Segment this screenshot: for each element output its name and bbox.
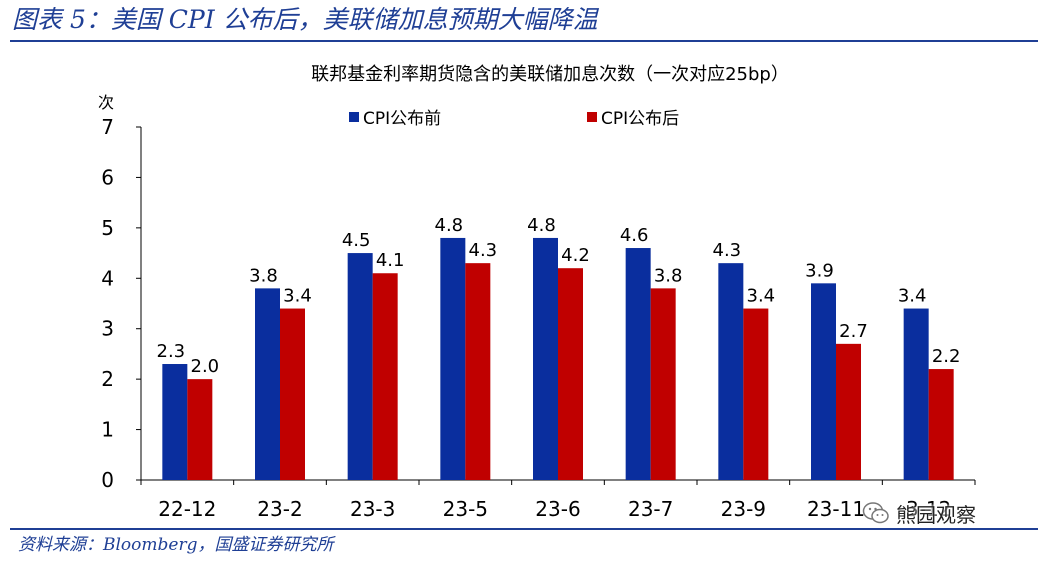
bar-after-cpi: [372, 273, 398, 480]
y-axis-unit: 次: [98, 93, 114, 112]
data-label: 3.4: [283, 286, 312, 307]
data-label: 3.4: [898, 286, 927, 307]
bar-before-cpi: [347, 253, 373, 480]
data-label: 4.8: [527, 215, 556, 236]
data-label: 2.2: [932, 346, 961, 367]
x-tick-label: 23-3: [350, 497, 395, 521]
bar-after-cpi: [187, 379, 213, 480]
data-label: 4.3: [713, 240, 742, 261]
x-tick-label: 23-6: [535, 497, 580, 521]
data-label: 3.4: [747, 286, 776, 307]
y-tick-label: 6: [101, 165, 114, 189]
x-tick-label: 22-12: [158, 497, 216, 521]
chart-title: 联邦基金利率期货隐含的美联储加息次数（一次对应25bp）: [311, 64, 789, 85]
x-tick-label: 23-2: [257, 497, 302, 521]
watermark-text: 熊园观察: [896, 502, 976, 527]
data-label: 3.8: [654, 265, 683, 286]
bar-before-cpi: [625, 248, 651, 480]
data-label: 4.8: [435, 215, 464, 236]
bar-before-cpi: [440, 237, 466, 480]
bar-before-cpi: [903, 308, 929, 480]
legend-swatch-before: [349, 112, 359, 122]
bar-before-cpi: [162, 364, 188, 480]
data-label: 4.6: [620, 225, 649, 246]
bar-before-cpi: [533, 237, 558, 480]
legend-label: CPI公布前: [363, 109, 441, 129]
data-label: 3.9: [805, 260, 834, 281]
y-tick-label: 1: [101, 418, 114, 442]
bar-after-cpi: [650, 288, 676, 480]
bar-before-cpi: [255, 288, 280, 480]
x-tick-label: 23-9: [721, 497, 766, 521]
data-label: 2.0: [191, 356, 220, 377]
y-tick-label: 3: [101, 317, 114, 341]
bar-after-cpi: [280, 308, 305, 480]
bar-after-cpi: [465, 263, 491, 480]
y-tick-label: 7: [101, 115, 114, 139]
bar-after-cpi: [743, 308, 769, 480]
data-label: 2.7: [839, 321, 868, 342]
bar-after-cpi: [558, 268, 583, 480]
bar-before-cpi: [718, 263, 744, 480]
data-label: 2.3: [157, 341, 186, 362]
x-tick-label: 23-5: [443, 497, 488, 521]
x-tick-label: 3-12: [906, 497, 951, 521]
bar-before-cpi: [811, 283, 836, 480]
footer-divider: [10, 528, 1038, 530]
data-label: 4.1: [376, 250, 405, 271]
x-tick-label: 23-11: [807, 497, 865, 521]
data-label: 4.5: [342, 230, 371, 251]
data-label: 4.2: [561, 245, 590, 266]
data-label: 4.3: [469, 240, 498, 261]
bar-after-cpi: [836, 343, 861, 480]
x-tick-label: 23-7: [628, 497, 673, 521]
data-label: 3.8: [249, 265, 278, 286]
y-tick-label: 5: [101, 216, 114, 240]
bar-chart: 联邦基金利率期货隐含的美联储加息次数（一次对应25bp） 次 0 1 2 3 4 5 6 7 22-…: [98, 64, 976, 521]
y-tick-label: 4: [101, 266, 114, 290]
source-note: 资料来源：Bloomberg，国盛证券研究所: [18, 535, 334, 555]
figure-title: 图表 5：美国 CPI 公布后，美联储加息预期大幅降温: [12, 5, 598, 34]
header-divider: [10, 40, 1038, 42]
y-tick-label: 2: [101, 367, 114, 391]
bar-after-cpi: [928, 369, 954, 480]
legend-label: CPI公布后: [601, 109, 679, 129]
legend-swatch-after: [587, 112, 597, 122]
wechat-icon: [862, 502, 889, 524]
watermark: 熊园观察: [862, 498, 976, 528]
y-tick-label: 0: [101, 468, 114, 492]
